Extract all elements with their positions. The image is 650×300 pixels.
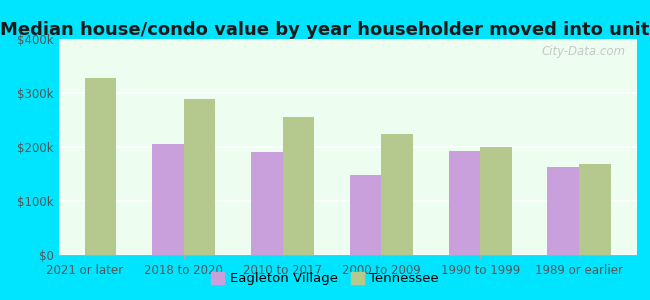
Legend: Eagleton Village, Tennessee: Eagleton Village, Tennessee [206,266,444,290]
Bar [448,151,480,255]
Text: Median house/condo value by year householder moved into unit: Median house/condo value by year househo… [0,21,650,39]
Bar [350,175,382,255]
Bar [547,167,579,255]
Bar [251,152,283,255]
Bar [184,100,215,255]
Bar [579,164,611,255]
Text: City-Data.com: City-Data.com [541,46,625,59]
Bar [283,117,314,255]
Bar [152,144,184,255]
Bar [480,147,512,255]
Bar [382,134,413,255]
Bar [84,78,116,255]
